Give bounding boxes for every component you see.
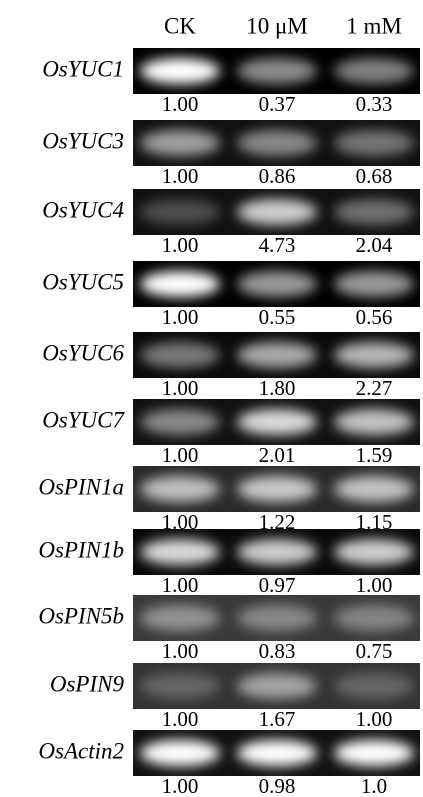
- gene-label: OsPIN1b: [38, 537, 124, 562]
- gel-band: [334, 130, 414, 156]
- gene-label: OsYUC7: [42, 407, 125, 432]
- gene-label: OsYUC4: [42, 197, 124, 222]
- ratio-value: 2.01: [259, 443, 296, 467]
- gel-band: [334, 199, 414, 225]
- ratio-value: 0.55: [259, 305, 296, 329]
- gel-band: [334, 673, 414, 699]
- ratio-value: 1.80: [259, 376, 296, 400]
- column-header: 1 mM: [346, 13, 402, 38]
- gel-band: [237, 673, 317, 699]
- ratio-value: 1.00: [162, 376, 199, 400]
- gel-band: [237, 271, 317, 297]
- ratio-value: 0.33: [356, 92, 393, 116]
- gel-band: [334, 605, 414, 631]
- gene-label: OsYUC5: [42, 269, 124, 294]
- ratio-value: 1.00: [162, 774, 199, 797]
- gel-band: [237, 539, 317, 565]
- gel-band: [237, 476, 317, 502]
- column-header: 10 μM: [246, 13, 308, 38]
- gel-band: [237, 740, 317, 766]
- ratio-value: 1.00: [162, 233, 199, 257]
- gel-band: [237, 342, 317, 368]
- ratio-value: 0.56: [356, 305, 393, 329]
- ratio-value: 0.97: [259, 573, 296, 597]
- gel-band: [140, 740, 220, 766]
- gene-label: OsActin2: [38, 738, 124, 763]
- gel-figure: CK 10 μM 1 mM OsYUC1 1.00 0.37 0.33 OsYUC3 1.00 0…: [0, 0, 423, 797]
- gel-band: [140, 476, 220, 502]
- gel-band: [334, 409, 414, 435]
- gel-band: [140, 58, 220, 84]
- gel-band: [140, 130, 220, 156]
- ratio-value: 2.27: [356, 376, 393, 400]
- ratio-value: 0.83: [259, 639, 296, 663]
- gel-band: [140, 342, 220, 368]
- ratio-value: 0.75: [356, 639, 393, 663]
- ratio-value: 1.00: [162, 639, 199, 663]
- column-header: CK: [164, 13, 196, 38]
- ratio-value: 1.0: [361, 774, 387, 797]
- gel-band: [237, 409, 317, 435]
- ratio-value: 1.00: [162, 573, 199, 597]
- ratio-value: 1.00: [356, 707, 393, 731]
- gene-label: OsYUC6: [42, 340, 124, 365]
- gel-band: [140, 409, 220, 435]
- gel-band: [334, 539, 414, 565]
- ratio-value: 0.37: [259, 92, 296, 116]
- gene-label: OsPIN5b: [38, 603, 124, 628]
- ratio-value: 1.00: [356, 573, 393, 597]
- ratio-value: 1.00: [162, 443, 199, 467]
- gel-band: [237, 58, 317, 84]
- gel-band: [140, 605, 220, 631]
- gel-band: [237, 130, 317, 156]
- ratio-value: 0.98: [259, 774, 296, 797]
- gel-band: [140, 199, 220, 225]
- gene-label: OsYUC1: [42, 56, 124, 81]
- gel-band: [237, 605, 317, 631]
- gel-band: [140, 271, 220, 297]
- gene-label: OsPIN1a: [38, 474, 124, 499]
- ratio-value: 0.68: [356, 164, 393, 188]
- ratio-value: 1.00: [162, 164, 199, 188]
- gel-band: [140, 673, 220, 699]
- gel-band: [237, 199, 317, 225]
- gel-band: [334, 342, 414, 368]
- gel-band: [334, 740, 414, 766]
- gel-band: [334, 476, 414, 502]
- gene-label: OsYUC3: [42, 128, 124, 153]
- gel-band: [140, 539, 220, 565]
- ratio-value: 1.67: [259, 707, 296, 731]
- ratio-value: 1.59: [356, 443, 393, 467]
- gene-label: OsPIN9: [50, 671, 125, 696]
- ratio-value: 4.73: [259, 233, 296, 257]
- gel-band: [334, 58, 414, 84]
- ratio-value: 1.00: [162, 707, 199, 731]
- ratio-value: 1.00: [162, 92, 199, 116]
- ratio-value: 0.86: [259, 164, 296, 188]
- gel-band: [334, 271, 414, 297]
- ratio-value: 2.04: [356, 233, 393, 257]
- ratio-value: 1.00: [162, 305, 199, 329]
